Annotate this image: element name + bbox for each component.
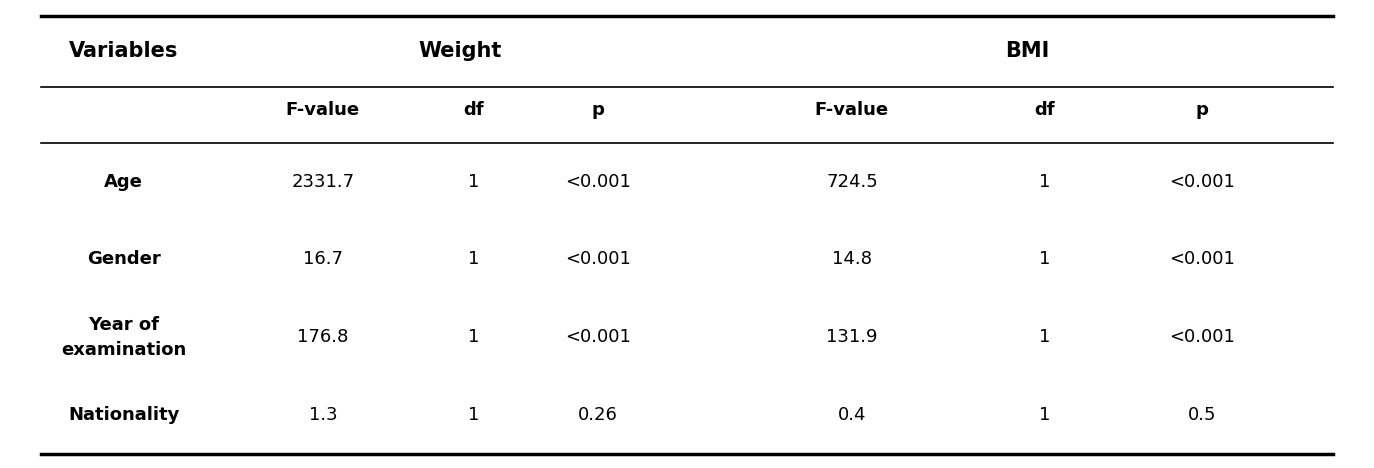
Text: 1: 1	[469, 173, 480, 190]
Text: <0.001: <0.001	[565, 328, 631, 346]
Text: BMI: BMI	[1004, 42, 1050, 61]
Text: 2331.7: 2331.7	[291, 173, 354, 190]
Text: Age: Age	[104, 173, 143, 190]
Text: <0.001: <0.001	[565, 250, 631, 269]
Text: Year of: Year of	[88, 315, 159, 334]
Text: 1: 1	[469, 250, 480, 269]
Text: df: df	[463, 101, 485, 119]
Text: examination: examination	[60, 341, 187, 359]
Text: Weight: Weight	[419, 42, 502, 61]
Text: df: df	[1033, 101, 1055, 119]
Text: 131.9: 131.9	[826, 328, 878, 346]
Text: p: p	[591, 101, 605, 119]
Text: 1: 1	[1039, 173, 1050, 190]
Text: F-value: F-value	[286, 101, 360, 119]
Text: 0.5: 0.5	[1189, 406, 1216, 424]
Text: 14.8: 14.8	[831, 250, 872, 269]
Text: Gender: Gender	[87, 250, 161, 269]
Text: <0.001: <0.001	[1169, 173, 1235, 190]
Text: Nationality: Nationality	[67, 406, 180, 424]
Text: 0.4: 0.4	[838, 406, 866, 424]
Text: 1: 1	[1039, 328, 1050, 346]
Text: p: p	[1195, 101, 1209, 119]
Text: 1.3: 1.3	[309, 406, 337, 424]
Text: 16.7: 16.7	[302, 250, 344, 269]
Text: Variables: Variables	[69, 42, 179, 61]
Text: F-value: F-value	[815, 101, 889, 119]
Text: 724.5: 724.5	[826, 173, 878, 190]
Text: 176.8: 176.8	[297, 328, 349, 346]
Text: 1: 1	[469, 406, 480, 424]
Text: 1: 1	[469, 328, 480, 346]
Text: 1: 1	[1039, 250, 1050, 269]
Text: <0.001: <0.001	[1169, 250, 1235, 269]
Text: <0.001: <0.001	[565, 173, 631, 190]
Text: 1: 1	[1039, 406, 1050, 424]
Text: <0.001: <0.001	[1169, 328, 1235, 346]
Text: 0.26: 0.26	[577, 406, 618, 424]
